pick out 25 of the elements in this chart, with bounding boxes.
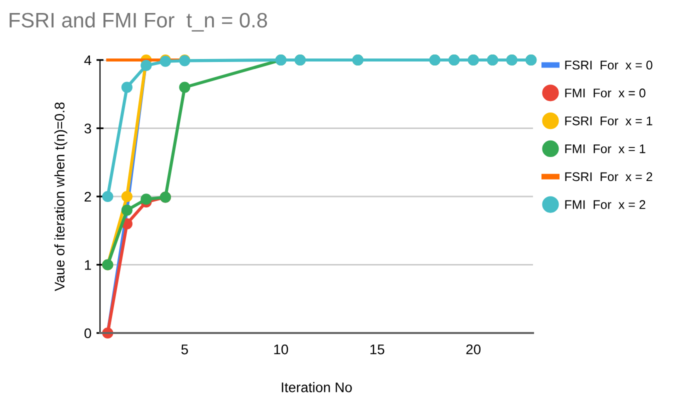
point <box>102 190 114 202</box>
y-axis-title: Vaue of iteration when t(n)=0.8 <box>54 102 68 292</box>
legend-label: FSRI For x = 2 <box>565 172 652 182</box>
y-tick-label: 1 <box>85 260 91 270</box>
legend-label: FMI For x = 1 <box>565 144 646 154</box>
point <box>121 82 132 93</box>
x-tick-label: 15 <box>370 344 384 354</box>
point <box>179 82 190 93</box>
y-tick-label: 2 <box>84 192 91 202</box>
x-tick-label: 20 <box>466 344 481 354</box>
point <box>121 204 132 216</box>
point <box>140 60 152 72</box>
x-tick-label: 5 <box>181 344 188 354</box>
legend-label: FMI For x = 0 <box>565 88 646 98</box>
y-tick-label: 3 <box>84 124 92 134</box>
point <box>121 190 132 202</box>
y-tick-label: 0 <box>84 328 92 338</box>
legend-label: FMI For x = 2 <box>565 200 646 210</box>
x-tick-label: 10 <box>274 344 288 354</box>
point <box>140 194 152 205</box>
chart-title: FSRI and FMI For t_n = 0.8 <box>10 12 268 32</box>
y-tick-label: 4 <box>84 55 92 66</box>
legend-label: FSRI For x = 1 <box>565 116 652 126</box>
legend-label: FSRI For x = 0 <box>565 60 652 70</box>
x-axis-title: Iteration No <box>282 382 352 392</box>
